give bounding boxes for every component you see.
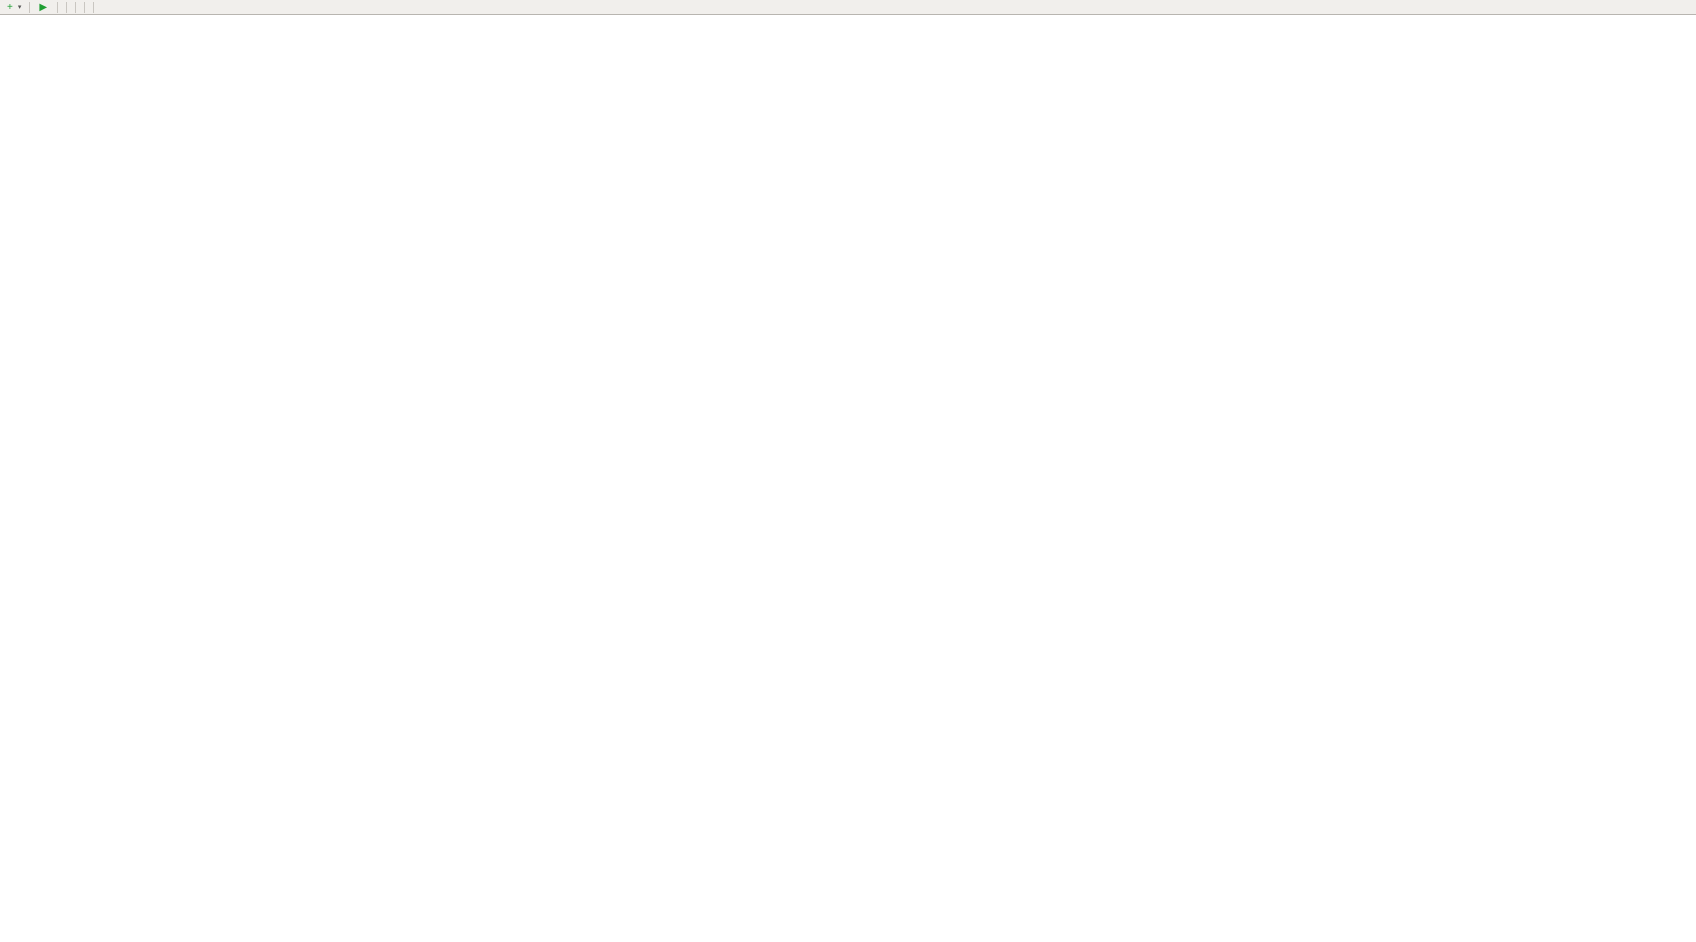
play-icon: ▶ — [39, 1, 48, 13]
toolbar-separator — [57, 1, 59, 13]
toolbar-separator — [93, 1, 95, 13]
autotrade-button[interactable]: ▶ — [35, 1, 53, 14]
new-order-icon: + — [7, 1, 13, 13]
toolbar-separator — [66, 1, 68, 13]
toolbar-separator — [75, 1, 77, 13]
toolbar-separator — [84, 1, 86, 13]
toolbar-separator — [29, 1, 31, 13]
chevron-down-icon: ▾ — [17, 4, 22, 11]
new-order-button[interactable]: + ▾ — [3, 1, 25, 14]
main-toolbar: + ▾ ▶ — [0, 0, 1696, 15]
